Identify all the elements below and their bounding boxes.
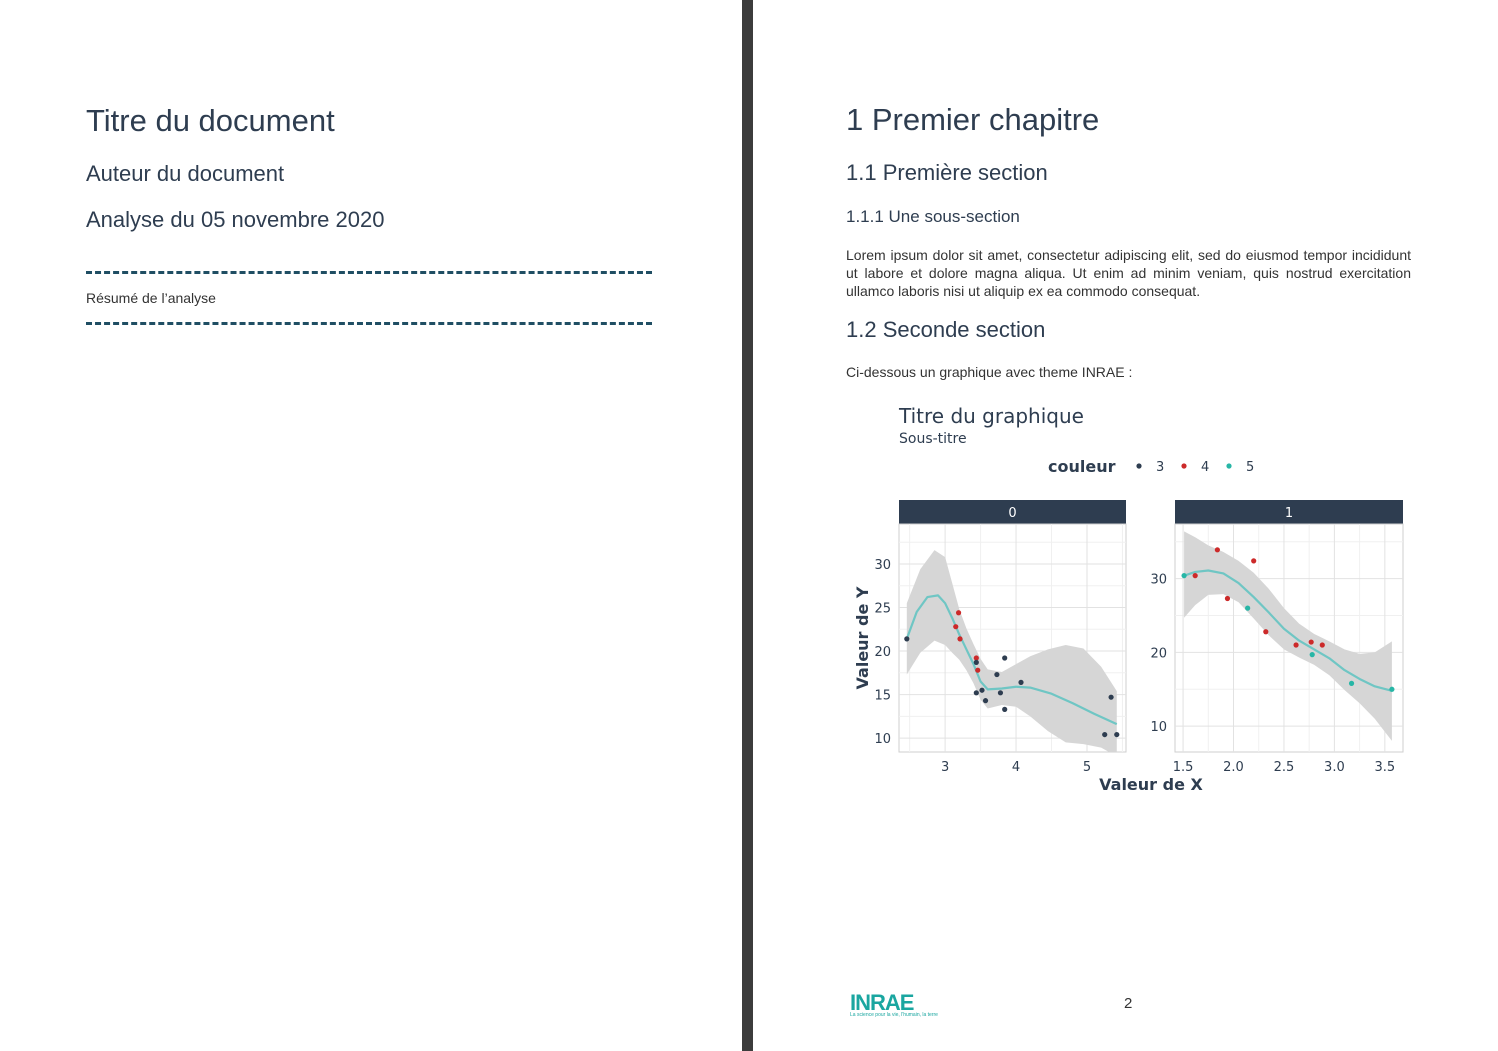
data-point: [1224, 595, 1231, 602]
data-point: [973, 655, 979, 661]
data-point: [979, 687, 985, 693]
data-point: [1348, 680, 1355, 686]
document-title: Titre du document: [86, 103, 335, 138]
abstract-divider-top: [86, 271, 652, 274]
legend-key-3: [1136, 463, 1142, 469]
x-tick-label: 3.0: [1324, 760, 1345, 775]
page-spine: [742, 0, 753, 1051]
abstract-text: Résumé de l’analyse: [86, 290, 216, 306]
legend-key-4: [1181, 463, 1187, 469]
data-point: [973, 690, 979, 696]
x-tick-label: 3: [941, 760, 949, 775]
legend-label-3: 3: [1156, 460, 1164, 475]
legend-label-5: 5: [1246, 460, 1254, 475]
subsection-heading: 1.1.1 Une sous-section: [846, 207, 1020, 226]
y-tick-label: 30: [874, 558, 891, 573]
inrae-logo: INRAE: [850, 990, 914, 1015]
data-point: [1181, 573, 1187, 579]
data-point: [1319, 642, 1325, 648]
x-tick-label: 5: [1083, 760, 1091, 775]
x-tick-label: 3.5: [1374, 760, 1395, 775]
y-axis-label: Valeur de Y: [853, 586, 872, 689]
chart-facets: 0 3 4 5 10 15 20 25 30 1 1.5 2.0 2.5 3.0 3.5 10 20 30: [874, 500, 1404, 775]
data-point: [957, 636, 963, 642]
facet-strip-1: [1175, 500, 1403, 524]
data-point: [953, 624, 959, 630]
chapter-heading: 1 Premier chapitre: [846, 102, 1100, 137]
data-point: [1108, 694, 1114, 700]
facet-strip-0: [899, 500, 1126, 524]
chart-subtitle: Sous-titre: [899, 431, 967, 447]
facet-strip-label-1: 1: [1285, 506, 1293, 521]
y-tick-label: 25: [874, 602, 891, 617]
data-point: [997, 690, 1004, 696]
x-tick-label: 1.5: [1173, 760, 1194, 775]
data-point: [1263, 629, 1269, 635]
confidence-band-1: [1184, 531, 1392, 741]
section-heading-1: 1.1 Première section: [846, 160, 1048, 185]
facet-panel-1: 1 1.5 2.0 2.5 3.0 3.5 10 20 30: [1150, 500, 1404, 775]
data-point: [1308, 639, 1314, 645]
data-point: [1018, 679, 1024, 685]
x-axis-label: Valeur de X: [1099, 775, 1203, 794]
confidence-band-0: [906, 550, 1117, 752]
left-page: Titre du document Auteur du document Ana…: [0, 0, 742, 1051]
smooth-line-0: [905, 594, 1118, 726]
data-point: [1245, 605, 1251, 611]
y-tick-label: 10: [874, 732, 891, 747]
data-point: [1214, 547, 1220, 553]
page-number: 2: [1124, 995, 1133, 1012]
chart-intro-text: Ci-dessous un graphique avec theme INRAE…: [846, 364, 1133, 380]
y-tick-label: 20: [874, 645, 891, 660]
y-tick-label: 30: [1150, 573, 1167, 588]
data-point: [1192, 573, 1198, 579]
data-point: [1389, 686, 1395, 692]
data-point: [1002, 706, 1008, 712]
data-point: [1102, 731, 1108, 738]
x-tick-label: 2.5: [1274, 760, 1295, 775]
legend-key-5: [1226, 463, 1232, 469]
data-point: [1002, 655, 1008, 661]
data-point: [994, 671, 1000, 678]
y-tick-label: 15: [874, 689, 891, 704]
data-point: [1114, 731, 1120, 738]
document-author: Auteur du document: [86, 161, 285, 186]
y-tick-label: 10: [1150, 720, 1167, 735]
right-page: 1 Premier chapitre 1.1 Première section …: [753, 0, 1498, 1051]
data-point: [904, 636, 910, 642]
smooth-line-1: [1183, 569, 1393, 692]
data-point: [955, 610, 962, 616]
chart-legend: couleur 3 4 5: [1048, 457, 1254, 476]
data-point: [1251, 558, 1257, 564]
lorem-paragraph: Lorem ipsum dolor sit amet, consectetur …: [846, 247, 1411, 299]
facet-panel-0: 0 3 4 5 10 15 20 25 30: [874, 500, 1127, 775]
inrae-logo-tagline: La science pour la vie, l'humain, la ter…: [850, 1012, 938, 1018]
chart-title: Titre du graphique: [898, 404, 1084, 428]
faceted-scatter-chart: Titre du graphique Sous-titre couleur 3 4…: [853, 404, 1404, 794]
section-heading-2: 1.2 Seconde section: [846, 317, 1046, 342]
x-tick-label: 4: [1012, 760, 1020, 775]
data-point: [975, 667, 981, 673]
data-point: [973, 659, 979, 665]
data-point: [1309, 652, 1315, 658]
legend-label-4: 4: [1201, 460, 1209, 475]
abstract-divider-bottom: [86, 322, 652, 325]
data-point: [982, 698, 989, 704]
x-tick-label: 2.0: [1223, 760, 1244, 775]
legend-title: couleur: [1048, 457, 1116, 476]
data-point: [1293, 642, 1299, 648]
y-tick-label: 20: [1150, 646, 1167, 661]
document-date: Analyse du 05 novembre 2020: [86, 207, 385, 232]
facet-strip-label-0: 0: [1008, 506, 1016, 521]
